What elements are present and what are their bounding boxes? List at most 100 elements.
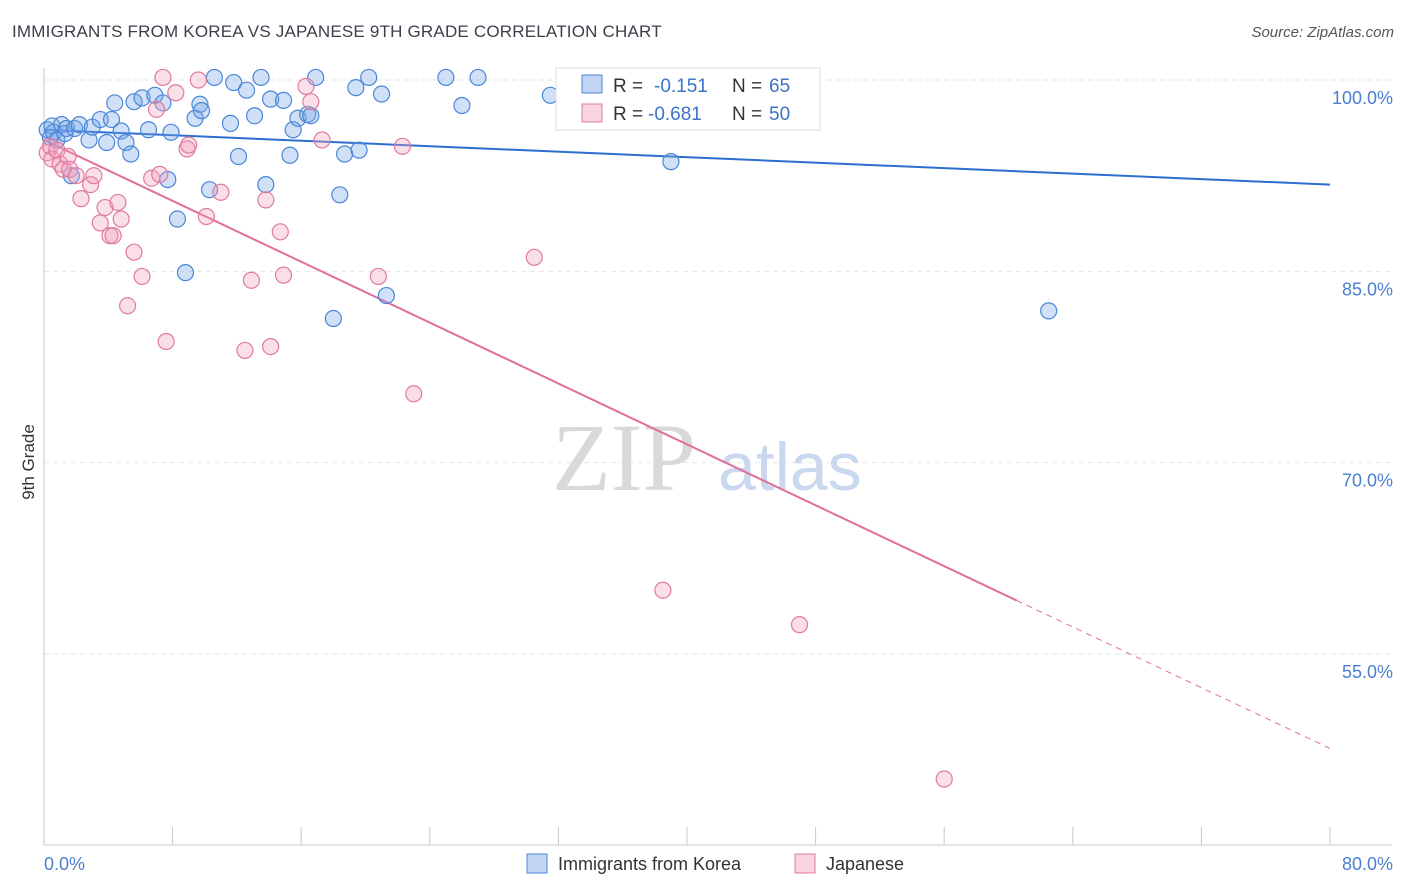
bottom-legend-swatch-japanese [794, 853, 816, 874]
point-japanese-6 [59, 147, 77, 166]
point-japanese-48 [935, 770, 953, 788]
trend-line-korea [43, 128, 1331, 186]
point-japanese-46 [654, 581, 672, 599]
point-korea-51 [336, 145, 354, 163]
bottom-legend: Immigrants from Korea Japanese [526, 853, 904, 874]
point-japanese-32 [236, 341, 254, 360]
point-japanese-31 [212, 183, 230, 201]
point-japanese-24 [154, 68, 172, 87]
y-tick-label-0: 55.0% [1342, 662, 1393, 682]
point-japanese-47 [790, 616, 809, 634]
point-japanese-41 [369, 267, 387, 286]
point-japanese-22 [147, 100, 166, 118]
legend-n-value-korea: 65 [769, 76, 790, 97]
x-tick-label-1: 80.0% [1342, 854, 1393, 874]
point-japanese-38 [297, 77, 315, 95]
point-korea-33 [205, 68, 223, 87]
legend-n-label-korea: N = [732, 76, 762, 97]
x-tick-label-0: 0.0% [44, 854, 85, 874]
point-japanese-35 [262, 337, 280, 356]
point-japanese-12 [91, 214, 109, 232]
point-korea-53 [350, 141, 368, 159]
point-korea-36 [229, 147, 248, 166]
point-korea-47 [302, 107, 320, 125]
point-japanese-44 [525, 248, 543, 266]
point-korea-31 [192, 102, 211, 120]
point-korea-64 [1040, 302, 1058, 320]
point-korea-26 [162, 123, 180, 141]
point-korea-34 [221, 114, 240, 132]
y-tick-label-1: 70.0% [1342, 471, 1393, 491]
point-korea-27 [168, 210, 187, 228]
point-japanese-39 [302, 93, 320, 111]
axes [43, 68, 1392, 846]
point-korea-42 [274, 91, 293, 110]
legend-r-label-korea: R = [613, 76, 643, 97]
point-japanese-17 [112, 210, 130, 228]
point-japanese-11 [85, 167, 103, 185]
legend-r-value-korea: -0.151 [654, 76, 708, 97]
point-korea-20 [125, 93, 143, 111]
point-korea-41 [262, 90, 280, 108]
point-japanese-7 [61, 160, 79, 178]
legend-swatch-korea [581, 74, 603, 94]
y-axis-title: 9th Grade [19, 424, 38, 500]
legend-swatch-japanese [581, 103, 603, 123]
trend-line-japanese-extrapolated [1016, 599, 1331, 749]
point-korea-56 [377, 286, 395, 305]
point-korea-19 [122, 145, 140, 163]
watermark: ZIP atlas [552, 404, 862, 511]
point-korea-52 [347, 79, 365, 97]
point-korea-55 [372, 85, 391, 103]
point-korea-24 [154, 94, 172, 112]
point-korea-38 [245, 107, 264, 125]
point-korea-32 [200, 181, 219, 199]
point-japanese-29 [189, 71, 207, 89]
point-japanese-20 [133, 267, 151, 286]
point-korea-16 [106, 94, 124, 112]
watermark-zip: ZIP [552, 404, 696, 511]
legend: R = -0.151 N = 65 R = -0.681 N = 50 [555, 67, 821, 131]
point-korea-15 [102, 110, 121, 129]
point-korea-57 [437, 68, 455, 87]
bottom-legend-swatch-korea [526, 853, 548, 874]
legend-n-label-japanese: N = [732, 104, 762, 125]
point-japanese-26 [167, 84, 185, 102]
point-japanese-23 [151, 165, 169, 183]
point-korea-11 [80, 131, 98, 149]
point-japanese-37 [274, 266, 293, 284]
point-korea-28 [176, 264, 195, 282]
point-japanese-40 [313, 131, 331, 149]
point-korea-43 [281, 146, 299, 164]
point-korea-10 [70, 116, 88, 134]
point-japanese-42 [393, 137, 412, 155]
point-korea-58 [453, 96, 471, 115]
point-korea-37 [237, 81, 256, 99]
point-korea-21 [133, 89, 151, 107]
point-japanese-25 [157, 332, 175, 351]
y-tick-label-2: 85.0% [1342, 279, 1393, 299]
point-japanese-16 [109, 193, 127, 212]
series-korea-points [38, 68, 1058, 328]
series-japanese-points [38, 68, 953, 788]
point-korea-40 [257, 175, 275, 194]
point-japanese-18 [118, 297, 137, 315]
point-japanese-21 [143, 169, 161, 187]
legend-n-value-japanese: 50 [769, 104, 790, 125]
point-korea-59 [469, 68, 487, 87]
point-japanese-8 [67, 167, 85, 185]
bottom-legend-label-japanese: Japanese [826, 854, 904, 874]
point-japanese-19 [125, 243, 143, 261]
point-japanese-13 [96, 198, 114, 217]
point-japanese-9 [72, 190, 90, 208]
point-korea-35 [225, 73, 243, 92]
trend-lines [43, 128, 1331, 749]
point-japanese-10 [82, 175, 100, 194]
point-korea-45 [289, 109, 307, 127]
point-korea-22 [139, 121, 158, 139]
grid-lines [44, 79, 1392, 655]
tick-labels: 55.0% 70.0% 85.0% 100.0% 0.0% 80.0% [44, 88, 1393, 874]
y-tick-label-3: 100.0% [1332, 88, 1393, 108]
point-japanese-43 [405, 385, 423, 403]
